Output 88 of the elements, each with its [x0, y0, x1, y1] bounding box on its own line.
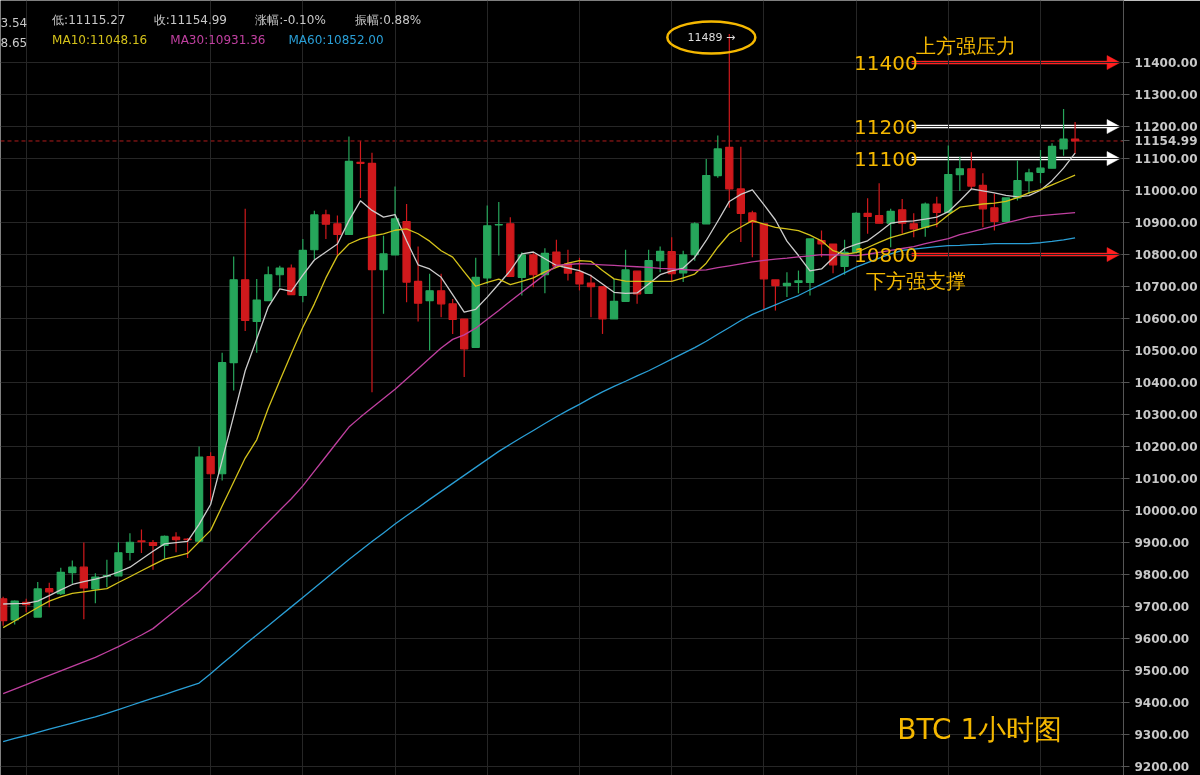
y-tick-label: 10000.00: [1134, 504, 1198, 519]
y-tick-label: 9800.00: [1134, 568, 1190, 583]
y-tick-label: 9200.00: [1134, 760, 1190, 775]
y-tick-label: 10900.00: [1134, 216, 1198, 231]
candlestick: [990, 193, 999, 232]
candlestick: [552, 239, 561, 267]
y-tick-label: 9400.00: [1134, 696, 1190, 711]
text: MA10:11048.16: [52, 32, 148, 47]
candlestick: [91, 572, 100, 604]
candlestick: [517, 251, 526, 297]
candlestick: [667, 236, 676, 283]
candlestick: [655, 245, 665, 273]
y-tick-label: 10200.00: [1134, 440, 1198, 455]
y-tick-label: 11400.00: [1134, 56, 1198, 71]
candlestick: [529, 251, 538, 288]
candlestick: [148, 539, 158, 571]
candlestick: [1001, 197, 1011, 222]
candlestick: [586, 274, 596, 318]
text: MA30:10931.36: [170, 32, 266, 47]
candlestick: [252, 278, 261, 354]
candlestick: [955, 156, 964, 192]
candlestick: [932, 196, 941, 228]
candlestick: [171, 531, 181, 553]
candlestick: [794, 269, 803, 294]
annotation: 上方强压力: [916, 33, 1017, 58]
candlestick: [206, 451, 215, 502]
candlestick: [275, 265, 284, 288]
y-tick-label: 10500.00: [1134, 344, 1198, 359]
y-tick-label: 10100.00: [1134, 472, 1198, 487]
candlestick: [45, 582, 54, 608]
candlestick: [909, 212, 918, 238]
candlestick: [575, 257, 584, 292]
candlestick: [137, 528, 146, 554]
y-tick-label: 11300.00: [1134, 88, 1198, 103]
candlestick: [1059, 108, 1068, 157]
candlestick: [425, 273, 434, 352]
y-tick-label: 10800.00: [1134, 248, 1198, 263]
y-tick-label: 9600.00: [1134, 632, 1190, 647]
ref-line-label: 11400: [853, 50, 918, 75]
candlestick: [921, 201, 930, 238]
y-tick-label: 10600.00: [1134, 312, 1198, 327]
y-tick-label: 11100.00: [1134, 152, 1198, 167]
y-tick-label: 9500.00: [1134, 664, 1190, 679]
candlestick: [356, 140, 365, 199]
y-tick-label: 10700.00: [1134, 280, 1198, 295]
annotation: 低:11115.27: [52, 12, 126, 27]
ref-line-label: 11100: [853, 146, 918, 171]
candlestick: [1024, 168, 1034, 195]
annotation: 下方强支撑: [865, 268, 966, 293]
candlestick: [114, 541, 123, 577]
candlestick: [1070, 121, 1080, 155]
candlestick: [321, 209, 331, 240]
ref-line-label: 11154.99: [1134, 134, 1198, 149]
candlestick: [68, 559, 77, 585]
text: 8.65: [0, 35, 28, 50]
candlestick: [379, 235, 388, 315]
y-tick-label: 9300.00: [1134, 728, 1190, 743]
y-tick-label: 11200.00: [1134, 120, 1198, 135]
candlestick: [874, 182, 884, 224]
candlestick: [436, 273, 446, 318]
candlestick: [183, 537, 192, 559]
y-tick-label: 11000.00: [1134, 184, 1198, 199]
annotation: 振幅:0.88%: [355, 12, 422, 27]
candlestick: [886, 208, 895, 248]
candlestick: [863, 197, 872, 235]
candlestick: [333, 214, 342, 257]
candlestick: [413, 245, 423, 323]
annotation: 涨幅:-0.10%: [255, 12, 326, 27]
candlestick: [1036, 149, 1045, 184]
annotation: 收:11154.99: [153, 12, 228, 27]
y-tick-label: 9900.00: [1134, 536, 1190, 551]
y-tick-label: 10300.00: [1134, 408, 1198, 423]
ref-line-label: 11200: [853, 114, 918, 139]
candlestick: [898, 198, 907, 235]
candlestick: [967, 151, 976, 190]
candlestick: [125, 532, 135, 562]
y-tick-label: 9700.00: [1134, 600, 1190, 615]
text: BTC 1小时图: [897, 712, 1063, 746]
candlestick: [1047, 142, 1057, 169]
candlestick: [448, 298, 457, 335]
candlestick: [609, 278, 619, 320]
y-tick-label: 10400.00: [1134, 376, 1198, 391]
annotation: 3.54: [0, 15, 28, 30]
text: MA60:10852.00: [288, 32, 384, 47]
candlestick: [79, 541, 89, 620]
candlestick: [1013, 159, 1022, 202]
candlestick: [748, 210, 757, 258]
candlestick: [771, 279, 780, 312]
